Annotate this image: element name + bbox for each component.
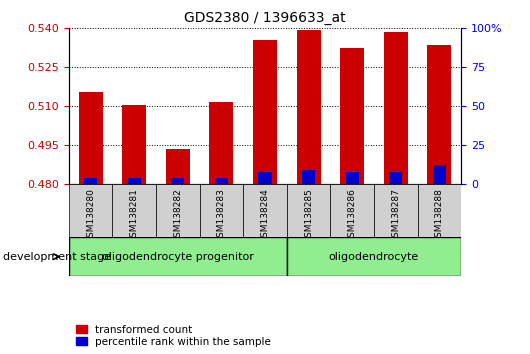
Text: GSM138285: GSM138285 <box>304 188 313 243</box>
Bar <box>427 45 452 184</box>
Bar <box>287 237 461 276</box>
Legend: transformed count, percentile rank within the sample: transformed count, percentile rank withi… <box>74 322 273 349</box>
Text: GSM138287: GSM138287 <box>391 188 400 243</box>
Bar <box>297 30 321 184</box>
Text: development stage: development stage <box>3 252 111 262</box>
Bar <box>69 184 112 237</box>
Bar <box>166 149 190 184</box>
Text: GSM138280: GSM138280 <box>86 188 95 243</box>
Bar <box>243 184 287 237</box>
Text: oligodendrocyte: oligodendrocyte <box>329 252 419 262</box>
Bar <box>215 178 228 184</box>
Bar <box>340 48 364 184</box>
Text: GSM138286: GSM138286 <box>348 188 357 243</box>
Bar <box>384 32 408 184</box>
Bar <box>69 237 287 276</box>
Bar <box>128 178 141 184</box>
Bar <box>253 40 277 184</box>
Text: oligodendrocyte progenitor: oligodendrocyte progenitor <box>102 252 254 262</box>
Bar <box>84 178 97 184</box>
Bar <box>79 92 103 184</box>
Bar <box>259 172 271 184</box>
Text: GSM138284: GSM138284 <box>261 188 269 243</box>
Bar <box>156 184 200 237</box>
Bar <box>209 102 233 184</box>
Text: GSM138288: GSM138288 <box>435 188 444 243</box>
Bar <box>112 184 156 237</box>
Bar <box>200 184 243 237</box>
Bar <box>418 184 461 237</box>
Bar <box>389 172 402 184</box>
Bar <box>302 170 315 184</box>
Bar <box>374 184 418 237</box>
Bar <box>346 172 359 184</box>
Text: GDS2380 / 1396633_at: GDS2380 / 1396633_at <box>184 11 346 25</box>
Text: GSM138283: GSM138283 <box>217 188 226 243</box>
Text: GSM138281: GSM138281 <box>130 188 139 243</box>
Bar <box>330 184 374 237</box>
Text: GSM138282: GSM138282 <box>173 188 182 243</box>
Bar <box>287 184 330 237</box>
Bar <box>433 165 446 184</box>
Bar <box>122 105 146 184</box>
Bar <box>171 178 184 184</box>
